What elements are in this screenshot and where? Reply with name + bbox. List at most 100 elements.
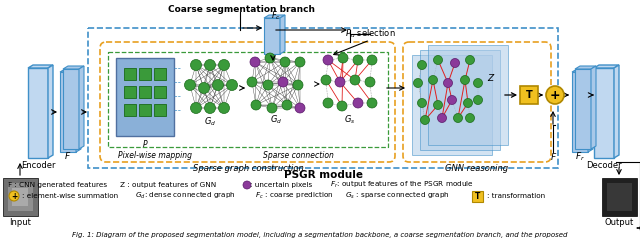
Bar: [63, 69, 79, 149]
Circle shape: [265, 53, 275, 63]
Circle shape: [321, 75, 331, 85]
Text: Decoder: Decoder: [586, 160, 622, 170]
Bar: [139, 104, 151, 116]
Text: $F_r$: $F_r$: [575, 151, 585, 163]
Circle shape: [413, 78, 422, 87]
Circle shape: [438, 113, 447, 122]
Circle shape: [280, 57, 290, 67]
Text: Pixel-wise mapping: Pixel-wise mapping: [118, 150, 192, 159]
Text: Sparse connection: Sparse connection: [262, 150, 333, 159]
Circle shape: [420, 115, 429, 124]
Text: $G_s$ : sparse connected graph: $G_s$ : sparse connected graph: [345, 191, 450, 201]
Text: Encoder: Encoder: [20, 160, 55, 170]
Circle shape: [546, 86, 564, 104]
Bar: [572, 72, 588, 152]
Text: $G_d$: $G_d$: [270, 114, 282, 126]
Circle shape: [367, 55, 377, 65]
Text: $G_d$: $G_d$: [204, 116, 216, 128]
Circle shape: [465, 113, 474, 122]
Text: Z: Z: [487, 73, 493, 83]
Bar: [428, 45, 508, 145]
Circle shape: [335, 77, 345, 87]
Bar: [28, 68, 48, 158]
Polygon shape: [60, 69, 81, 72]
Bar: [139, 86, 151, 98]
Bar: [124, 86, 136, 98]
Polygon shape: [572, 69, 593, 72]
Circle shape: [227, 79, 237, 90]
Circle shape: [184, 79, 195, 90]
Bar: [594, 68, 614, 158]
Polygon shape: [614, 65, 619, 158]
Circle shape: [353, 55, 363, 65]
Text: $F_c$: $F_c$: [271, 10, 281, 22]
Circle shape: [250, 57, 260, 67]
Circle shape: [243, 181, 251, 189]
Circle shape: [454, 113, 463, 122]
Bar: [60, 72, 76, 152]
Text: Fig. 1: Diagram of the proposed segmentation model, including a segmentation bac: Fig. 1: Diagram of the proposed segmenta…: [72, 232, 568, 238]
Circle shape: [417, 98, 426, 107]
Circle shape: [433, 101, 442, 110]
Bar: [602, 178, 637, 216]
Circle shape: [474, 78, 483, 87]
Circle shape: [353, 98, 363, 108]
Bar: [139, 68, 151, 80]
Text: PSGR module: PSGR module: [284, 170, 362, 180]
Circle shape: [365, 77, 375, 87]
Bar: [520, 86, 538, 104]
Text: GNN reasoning: GNN reasoning: [445, 164, 509, 173]
Bar: [412, 55, 492, 155]
Circle shape: [198, 83, 209, 94]
Circle shape: [263, 80, 273, 90]
Polygon shape: [594, 65, 619, 68]
Circle shape: [9, 191, 19, 201]
Text: Input: Input: [9, 217, 31, 226]
Text: T: T: [475, 191, 480, 200]
Circle shape: [323, 55, 333, 65]
Circle shape: [267, 103, 277, 113]
Text: $F_c$ : coarse prediction: $F_c$ : coarse prediction: [255, 191, 333, 201]
Bar: [472, 191, 483, 201]
Text: $G_d$: dense connected graph: $G_d$: dense connected graph: [135, 191, 236, 201]
Polygon shape: [63, 66, 84, 69]
Circle shape: [191, 60, 202, 70]
Circle shape: [251, 100, 261, 110]
Circle shape: [474, 95, 483, 104]
Circle shape: [278, 77, 288, 87]
Circle shape: [429, 76, 438, 85]
Bar: [108, 52, 388, 147]
Circle shape: [323, 98, 333, 108]
Text: : transformation: : transformation: [487, 193, 545, 199]
Bar: [12, 188, 28, 206]
Circle shape: [447, 95, 456, 104]
Circle shape: [350, 75, 360, 85]
Bar: [8, 183, 33, 211]
Bar: [154, 104, 166, 116]
Circle shape: [247, 77, 257, 87]
Bar: [124, 68, 136, 80]
Bar: [575, 69, 591, 149]
Polygon shape: [48, 65, 53, 158]
Text: +: +: [11, 191, 17, 200]
Text: T: T: [525, 90, 532, 100]
Circle shape: [444, 78, 452, 87]
Circle shape: [451, 59, 460, 68]
Circle shape: [293, 80, 303, 90]
Polygon shape: [575, 66, 596, 69]
Text: F : CNN generated features: F : CNN generated features: [8, 182, 107, 188]
Text: P: P: [143, 139, 147, 148]
Bar: [124, 104, 136, 116]
Circle shape: [218, 103, 230, 113]
Text: $P_u$ selection: $P_u$ selection: [345, 28, 396, 40]
Text: F: F: [65, 151, 70, 160]
Circle shape: [337, 101, 347, 111]
Text: $G_s$: $G_s$: [344, 114, 356, 126]
Circle shape: [433, 55, 442, 64]
Text: Sparse graph construction: Sparse graph construction: [193, 164, 303, 173]
Text: $F_r$: output features of the PSGR module: $F_r$: output features of the PSGR modul…: [330, 180, 474, 190]
Circle shape: [465, 55, 474, 64]
Text: Z : output features of GNN: Z : output features of GNN: [120, 182, 216, 188]
Text: +: +: [550, 88, 560, 102]
Polygon shape: [591, 66, 596, 149]
